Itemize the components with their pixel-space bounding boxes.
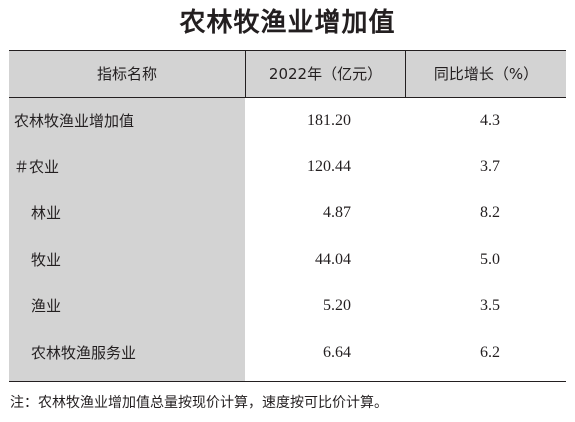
footnote: 注：农林牧渔业增加值总量按现价计算，速度按可比价计算。 (10, 395, 388, 411)
header-value-2022: 2022年（亿元） (268, 65, 383, 83)
row-value: 44.04 (315, 251, 351, 268)
row-label: 农林牧渔业增加值 (14, 112, 135, 130)
row-label: 农林牧渔服务业 (31, 344, 137, 362)
table-row: 牧业 44.04 5.0 (9, 237, 566, 283)
row-label: 牧业 (31, 251, 62, 269)
row-label: 林业 (31, 204, 62, 222)
table-row: ＃农业 120.44 3.7 (9, 144, 566, 190)
table-header (9, 51, 566, 98)
table-title: 农林牧渔业增加值 (179, 8, 396, 38)
table-row: 渔业 5.20 3.5 (9, 283, 566, 329)
table-row: 林业 4.87 8.2 (9, 190, 566, 236)
label-column-shading (9, 51, 245, 381)
header-divider (245, 51, 246, 98)
row-growth: 5.0 (480, 251, 500, 268)
row-growth: 8.2 (480, 204, 500, 221)
row-label: 渔业 (31, 297, 62, 315)
row-value: 181.20 (307, 112, 351, 129)
header-divider (405, 51, 406, 98)
row-value: 4.87 (323, 204, 351, 221)
row-label: ＃农业 (14, 158, 60, 176)
data-table: 指标名称 2022年（亿元） 同比增长（%） 农林牧渔业增加值 181.20 4… (9, 50, 566, 382)
row-value: 6.64 (323, 344, 351, 361)
row-value: 120.44 (307, 158, 351, 175)
table-row: 农林牧渔服务业 6.64 6.2 (9, 330, 566, 376)
row-growth: 3.5 (480, 297, 500, 314)
row-growth: 6.2 (480, 344, 500, 361)
header-indicator-name: 指标名称 (96, 65, 157, 83)
row-value: 5.20 (323, 297, 351, 314)
header-yoy-growth: 同比增长（%） (433, 65, 539, 83)
table-row: 农林牧渔业增加值 181.20 4.3 (9, 98, 566, 144)
row-growth: 3.7 (480, 158, 500, 175)
row-growth: 4.3 (480, 112, 500, 129)
